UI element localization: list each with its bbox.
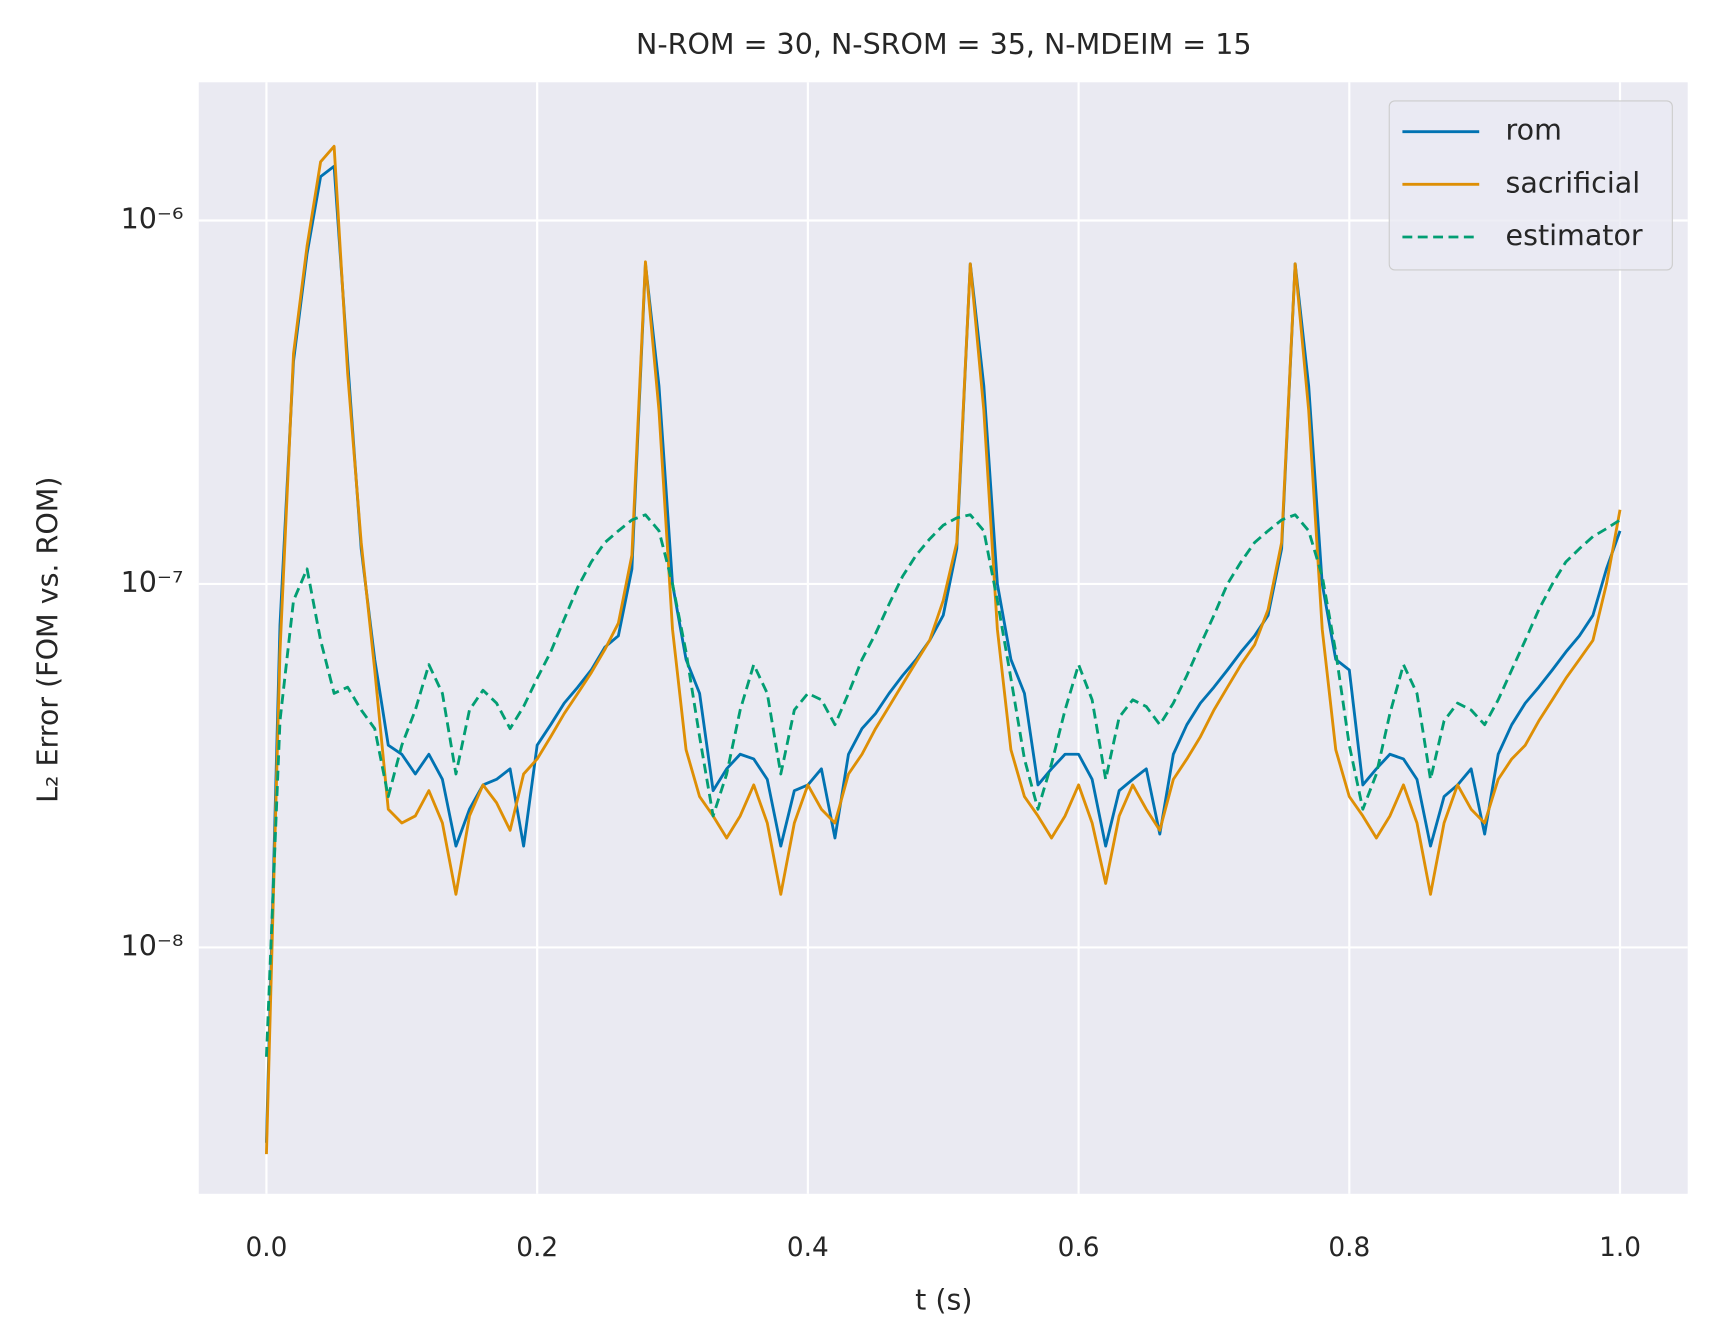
- legend-label: sacrificial: [1506, 166, 1641, 199]
- series-line: [265, 164, 1622, 1143]
- legend: rom sacrificial estimator: [1388, 100, 1673, 271]
- y-tick-label: 10⁻⁸: [121, 929, 184, 962]
- series-line: [265, 144, 1622, 1155]
- x-tick-label: 0.8: [1328, 1233, 1370, 1263]
- series-line: [265, 513, 1621, 1057]
- grid: [198, 82, 1688, 1194]
- ticks: 0.0 0.2 0.4 0.6 0.8 1.0 10⁻⁸ 10⁻⁷ 10⁻⁶: [121, 202, 1641, 1263]
- chart-title: N-ROM = 30, N-SROM = 35, N-MDEIM = 15: [636, 28, 1251, 61]
- legend-box: [1388, 100, 1673, 271]
- x-tick-label: 0.4: [787, 1233, 829, 1263]
- x-tick-label: 1.0: [1599, 1233, 1641, 1263]
- y-tick-label: 10⁻⁷: [121, 566, 184, 599]
- x-tick-label: 0.0: [246, 1233, 288, 1263]
- y-tick-label: 10⁻⁶: [121, 202, 184, 235]
- legend-label: estimator: [1506, 219, 1643, 252]
- x-axis-label: t (s): [915, 1283, 972, 1316]
- lines: [265, 144, 1622, 1155]
- x-tick-label: 0.6: [1058, 1233, 1100, 1263]
- x-tick-label: 0.2: [516, 1233, 558, 1263]
- legend-label: rom: [1506, 114, 1562, 147]
- y-axis-label: L₂ Error (FOM vs. ROM): [32, 476, 65, 802]
